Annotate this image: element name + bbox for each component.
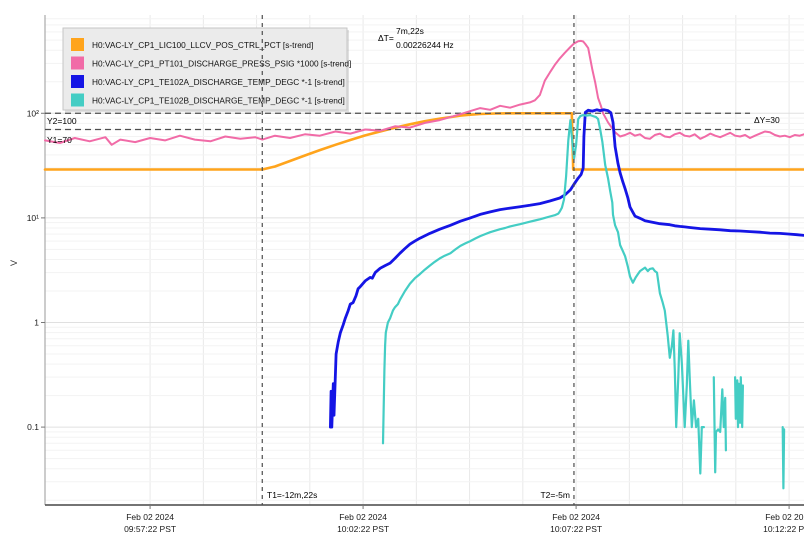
legend-item-pt101[interactable]: H0:VAC-LY_CP1_PT101_DISCHARGE_PRESS_PSIG… (71, 56, 351, 70)
delta-t-prefix: ΔT= (378, 33, 394, 43)
x-tick-label-date: Feb 02 2024 (765, 512, 804, 522)
delta-t-value: 7m,22s (396, 26, 424, 36)
legend-label: H0:VAC-LY_CP1_TE102B_DISCHARGE_TEMP_DEGC… (92, 96, 345, 106)
legend-box (62, 27, 348, 111)
y2-cursor-label: Y2=100 (47, 116, 77, 126)
series-te102b-discharge-temp (381, 114, 786, 490)
legend-swatch-pink (71, 56, 84, 70)
y-tick-label: 10² (27, 108, 39, 118)
legend-label: H0:VAC-LY_CP1_PT101_DISCHARGE_PRESS_PSIG… (92, 59, 351, 69)
series-pt101-discharge-press (44, 39, 804, 146)
legend-label: H0:VAC-LY_CP1_LIC100_LLCV_POS_CTRL_PCT [… (92, 40, 313, 50)
y-tick-label: 1 (34, 317, 39, 327)
cursor-overlay (261, 15, 575, 505)
x-tick-label-date: Feb 02 2024 (126, 512, 174, 522)
legend-swatch-teal (71, 93, 84, 107)
legend-label: H0:VAC-LY_CP1_TE102A_DISCHARGE_TEMP_DEGC… (92, 77, 345, 87)
x-tick-label-time: 09:57:22 PST (124, 524, 176, 534)
x-tick-label-time: 10:02:22 PST (337, 524, 389, 534)
delta-t-annotation: ΔT= 7m,22s 0.00226244 Hz (378, 26, 454, 50)
delta-t-frequency: 0.00226244 Hz (396, 40, 454, 50)
legend: H0:VAC-LY_CP1_LIC100_LLCV_POS_CTRL_PCT [… (62, 27, 351, 112)
delta-y-label: ΔY=30 (754, 115, 780, 125)
plot-layers: 10² 10¹ 1 0.1 Feb 02 2024 09:57:22 PST Feb 02 … (27, 15, 804, 534)
x-tick-label-date: Feb 02 2024 (339, 512, 387, 522)
y1-cursor-label: Y1=70 (47, 135, 72, 145)
legend-item-lic100[interactable]: H0:VAC-LY_CP1_LIC100_LLCV_POS_CTRL_PCT [… (71, 38, 313, 51)
t2-cursor-label: T2=-5m (540, 490, 570, 500)
x-tick-label-time: 10:07:22 PST (550, 524, 602, 534)
legend-item-te102a[interactable]: H0:VAC-LY_CP1_TE102A_DISCHARGE_TEMP_DEGC… (71, 75, 345, 88)
y-tick-label: 10¹ (27, 213, 39, 223)
legend-swatch-orange (71, 38, 84, 51)
legend-item-te102b[interactable]: H0:VAC-LY_CP1_TE102B_DISCHARGE_TEMP_DEGC… (71, 93, 345, 107)
t1-cursor-label: T1=-12m,22s (267, 490, 317, 500)
x-tick-label-time: 10:12:22 PST (763, 524, 804, 534)
legend-swatch-blue (71, 75, 84, 88)
y-tick-label: 0.1 (27, 422, 39, 432)
y-axis-title: V (9, 260, 19, 266)
x-tick-label-date: Feb 02 2024 (552, 512, 600, 522)
